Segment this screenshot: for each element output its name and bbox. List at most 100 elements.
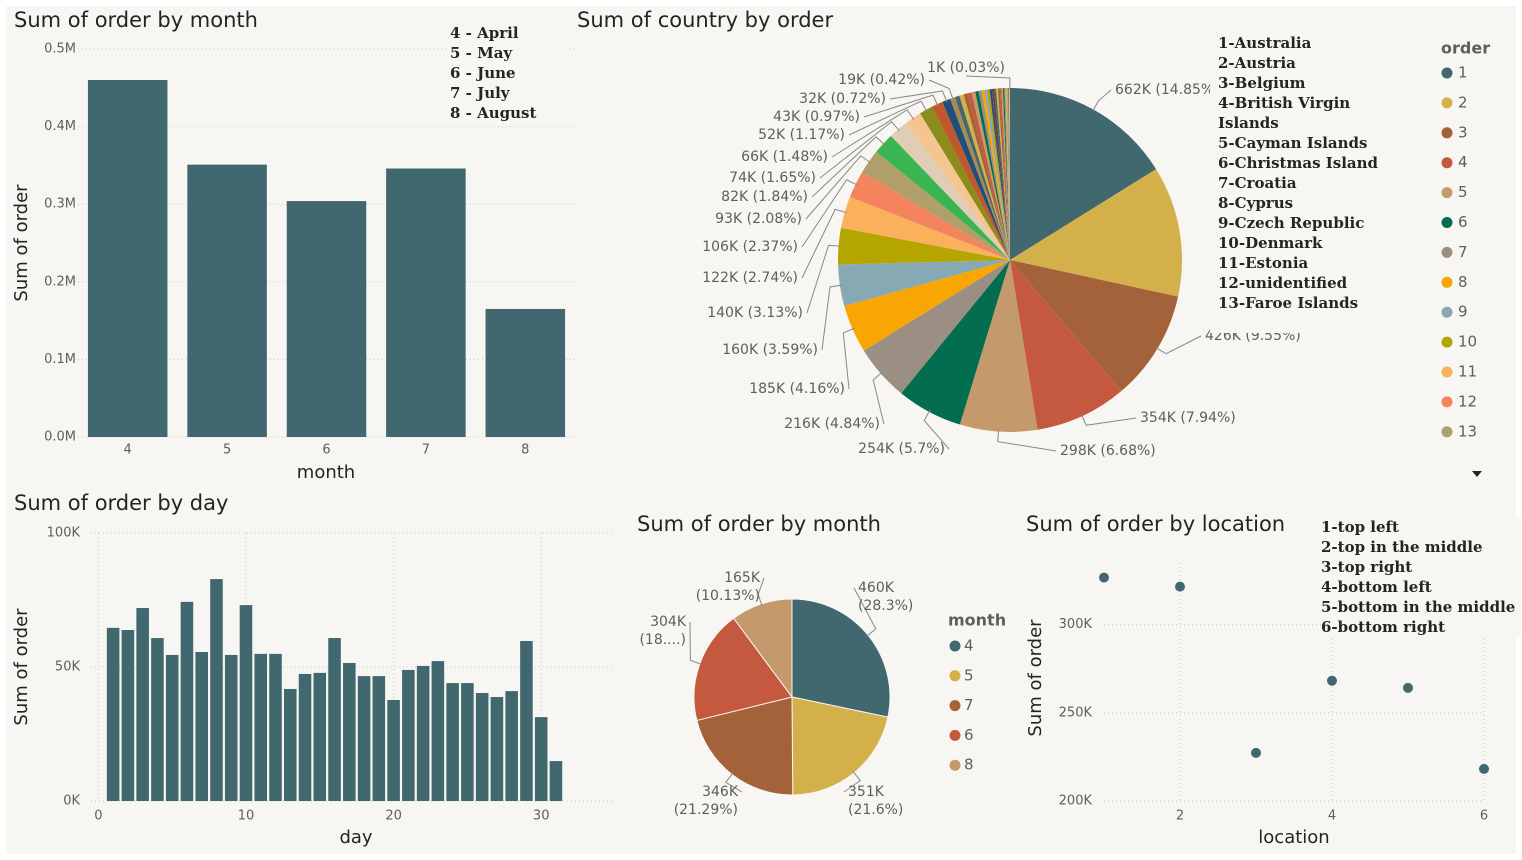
pie-slice: [876, 135, 1010, 260]
bar: [372, 676, 386, 801]
bar: [328, 638, 341, 801]
data-label: 304K: [650, 614, 687, 630]
data-label: (21.29%): [674, 802, 738, 818]
leader-line: [863, 94, 939, 118]
annotation-line: 12-unidentified: [1218, 274, 1348, 292]
data-label: 106K (2.37%): [702, 239, 798, 255]
bar: [534, 717, 548, 801]
data-label: 460K: [858, 580, 895, 596]
bar: [446, 683, 459, 801]
data-label: 160K (3.59%): [722, 342, 818, 358]
legend-label: 2: [1458, 93, 1468, 111]
leader-line: [1092, 89, 1112, 112]
bar: [180, 601, 194, 801]
bar: [387, 699, 400, 801]
annotation-line: 4-bottom left: [1321, 578, 1432, 596]
pie-slice: [920, 106, 1010, 260]
legend-swatch: [1441, 366, 1453, 378]
data-label: 1K (0.03%): [927, 60, 1005, 76]
pie-slice: [932, 101, 1010, 261]
data-label: 354K (7.94%): [1140, 410, 1236, 426]
data-label: 254K (5.7%): [858, 441, 945, 457]
legend-title: order: [1441, 39, 1490, 58]
legend-label: 4: [1458, 153, 1468, 171]
legend-label: 1: [1458, 64, 1468, 82]
y-tick-label: 50K: [55, 660, 81, 675]
data-label: 346K: [702, 784, 739, 800]
pie-slice: [963, 93, 1010, 260]
pie-slice: [1002, 88, 1010, 260]
scatter-point: [1175, 581, 1185, 592]
data-label: (18....): [639, 632, 686, 648]
pie-slice: [1005, 88, 1010, 260]
leader-line: [821, 284, 842, 351]
legend-swatch: [1441, 187, 1453, 199]
y-tick-label: 0.2M: [44, 274, 76, 289]
legend-label: 3: [1458, 123, 1468, 141]
x-tick-label: 7: [422, 443, 430, 458]
annotation-line: 8-Cyprus: [1218, 194, 1294, 212]
data-label: 74K (1.65%): [729, 170, 816, 186]
scatter-point: [1099, 572, 1109, 583]
data-label: (28.3%): [858, 598, 913, 614]
bar: [254, 653, 268, 801]
bar: [269, 653, 282, 801]
leader-line: [801, 208, 847, 279]
x-tick-label: 8: [521, 443, 529, 458]
x-tick-label: 4: [124, 443, 132, 458]
data-label: 66K (1.48%): [741, 149, 828, 165]
x-tick-label: 4: [1328, 809, 1336, 824]
data-label: 351K: [848, 784, 885, 800]
data-label: 43K (0.97%): [773, 109, 860, 125]
data-label: 32K (0.72%): [799, 91, 886, 107]
x-tick-label: 6: [322, 443, 330, 458]
leader-line: [689, 621, 702, 665]
bar: [210, 579, 223, 801]
pie-slice: [1007, 88, 1010, 261]
pie-slice: [993, 88, 1010, 261]
leader-line: [843, 770, 862, 793]
pie-slice: [1006, 88, 1010, 260]
pie-slice: [838, 227, 1010, 265]
x-axis-label: day: [339, 827, 372, 848]
bar: [416, 665, 430, 801]
y-tick-label: 0.5M: [44, 42, 76, 57]
pie-slice: [984, 89, 1010, 260]
legend-label: 11: [1458, 363, 1477, 381]
x-tick-label: 5: [223, 443, 231, 458]
bar: [298, 673, 312, 801]
bar: [485, 308, 566, 437]
legend-swatch: [949, 729, 961, 741]
bar: [313, 672, 327, 801]
pie-slice: [890, 123, 1010, 260]
y-axis-label: Sum of order: [1025, 619, 1046, 737]
annotation-line: 7-Croatia: [1218, 174, 1297, 192]
scatter-point: [1251, 747, 1261, 758]
annotation: 1-top left 2-top in the middle 3-top right…: [1321, 517, 1521, 637]
data-label: 185K (4.16%): [749, 381, 845, 397]
data-label: 216K (4.84%): [784, 416, 880, 432]
pie-slice: [967, 92, 1010, 260]
annotation-line: 6 - June: [450, 64, 516, 82]
pie-slice: [838, 260, 1010, 307]
pie-slice: [978, 90, 1010, 260]
x-tick-label: 0: [94, 809, 102, 824]
leader-line: [757, 577, 765, 606]
annotation-line: 3-top right: [1321, 558, 1413, 576]
leader-line: [923, 409, 950, 450]
bar: [475, 692, 489, 801]
annotation-line: 8 - August: [450, 104, 537, 122]
data-label: 122K (2.74%): [702, 270, 798, 286]
leader-line: [819, 121, 900, 179]
data-label: 52K (1.17%): [758, 127, 845, 143]
legend-label: 9: [1458, 303, 1468, 321]
pie-slice: [1010, 88, 1157, 260]
legend-label: 5: [1458, 183, 1468, 201]
scroll-arrow[interactable]: [1472, 471, 1482, 477]
legend-label: 4: [964, 637, 974, 655]
pie-slice: [942, 98, 1010, 260]
y-tick-label: 0.0M: [44, 430, 76, 445]
scatter-point: [1403, 682, 1413, 693]
legend-swatch: [1441, 396, 1453, 408]
chart-title: Sum of country by order: [577, 8, 833, 32]
